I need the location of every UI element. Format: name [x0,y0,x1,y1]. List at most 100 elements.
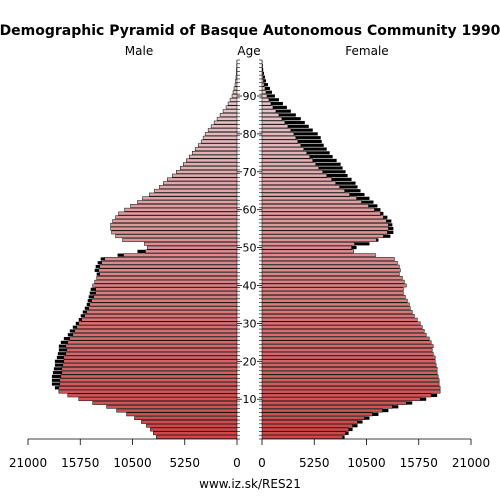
male-excess-age-20 [54,359,64,363]
male-bar-age-33 [86,310,238,314]
male-bar-age-90 [231,94,238,98]
female-excess-age-91 [265,90,272,94]
male-excess-age-39 [90,287,96,291]
female-excess-age-53 [383,234,391,238]
male-bars [51,60,238,439]
male-bar-age-14 [59,382,238,386]
female-excess-age-92 [264,86,270,91]
female-excess-age-88 [270,101,283,106]
male-excess-age-43 [96,272,100,276]
male-bar-age-30 [78,321,238,326]
male-bar-age-66 [159,185,238,189]
female-bar-age-17 [261,370,438,375]
male-bar-age-89 [229,97,238,102]
female-bar-age-50 [261,245,352,250]
female-bar-age-24 [261,344,434,348]
female-bar-age-83 [261,120,286,125]
female-bar-age-61 [261,204,369,208]
female-excess-age-89 [268,98,279,102]
male-bar-age-81 [207,128,238,132]
female-bar-age-81 [261,128,292,132]
female-bar-age-36 [261,298,408,303]
female-bar-age-75 [261,151,308,155]
female-bar-age-89 [261,97,270,102]
x-tick-label-male: 21000 [9,456,47,470]
female-bar-age-69 [261,173,327,178]
male-bar-age-78 [200,139,238,144]
male-excess-age-14 [51,382,60,386]
male-bar-age-96 [236,71,238,76]
male-excess-age-28 [69,329,75,333]
male-bar-age-80 [204,132,238,136]
female-excess-age-61 [368,204,378,208]
male-bar-age-18 [61,367,238,371]
male-excess-age-49 [137,249,146,253]
male-bar-age-57 [112,219,238,223]
female-bar-age-67 [261,181,336,186]
male-bar-age-47 [104,257,238,261]
x-tick-label-female: 5250 [299,456,330,470]
female-excess-age-83 [284,120,305,125]
male-bar-age-34 [88,306,238,311]
male-bar-age-86 [222,109,238,114]
male-bar-age-92 [233,86,238,91]
male-bar-age-20 [63,359,238,364]
female-bar-age-40 [261,283,407,288]
female-bar-age-60 [261,207,375,212]
female-excess-age-81 [290,128,313,132]
male-excess-age-35 [86,302,90,307]
female-excess-age-55 [388,227,394,231]
age-tick-label: 30 [243,317,257,330]
male-bar-age-40 [92,283,238,288]
x-tick-label-male: 10500 [113,456,151,470]
female-bar-age-33 [261,310,413,314]
male-label: Male [125,44,153,58]
female-excess-age-8 [392,405,399,409]
female-bar-age-82 [261,124,289,129]
female-bar-age-16 [261,374,439,379]
male-excess-age-36 [87,299,92,303]
female-bar-age-85 [261,113,280,117]
female-bar-age-62 [261,200,362,204]
female-bar-age-26 [261,336,430,341]
female-excess-age-4 [357,420,363,424]
female-bar-age-80 [261,132,295,136]
female-bar-age-73 [261,158,314,163]
source-label: www.iz.sk/RES21 [199,477,301,491]
female-excess-age-72 [315,162,341,166]
male-bar-age-35 [89,302,238,307]
female-excess-age-71 [318,166,343,170]
male-bar-age-65 [154,188,238,193]
male-bar-age-61 [130,204,238,208]
female-bar-age-0 [261,435,343,439]
female-bar-age-95 [261,75,264,79]
female-bar-age-90 [261,94,268,98]
male-excess-age-24 [58,344,66,348]
male-bar-age-67 [163,181,238,186]
age-tick-label: 20 [243,355,257,368]
female-excess-age-54 [387,230,394,235]
male-bar-age-54 [111,230,238,235]
male-excess-age-13 [54,386,59,390]
female-bar-age-76 [261,147,305,151]
female-excess-age-76 [303,147,327,151]
male-excess-age-44 [94,268,99,272]
male-bar-age-39 [95,287,238,292]
male-bar-age-19 [62,363,238,367]
male-bar-age-16 [60,374,238,379]
female-bar-age-25 [261,340,432,345]
female-bar-age-48 [261,253,376,258]
male-bar-age-75 [191,151,238,155]
female-excess-age-85 [278,113,296,117]
female-bar-age-1 [261,431,346,436]
x-axis-male: 0 5250 10500 15750 21000 [9,438,241,470]
male-excess-age-21 [56,355,64,360]
female-bar-age-57 [261,219,387,223]
female-excess-age-77 [300,143,324,147]
male-bar-age-63 [142,196,238,201]
female-excess-age-5 [364,416,370,420]
male-bar-age-74 [188,154,238,159]
male-excess-age-32 [80,314,85,318]
male-bar-age-64 [149,192,238,197]
female-excess-age-87 [272,105,287,109]
